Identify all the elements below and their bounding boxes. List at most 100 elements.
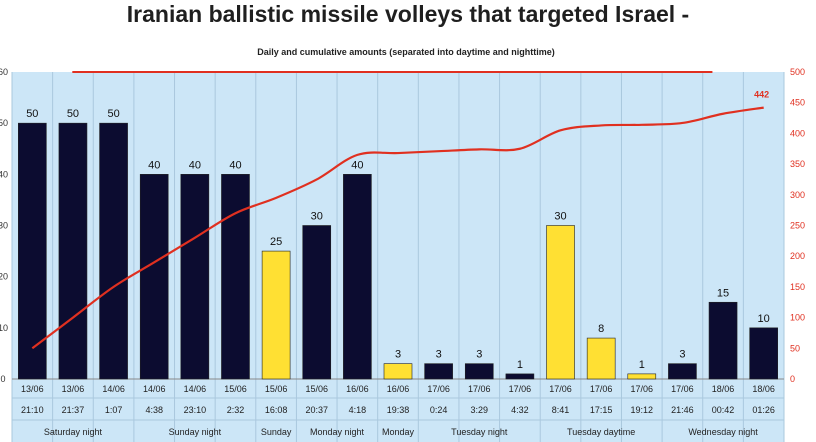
x-time-label: 8:41 <box>552 405 570 415</box>
bar <box>261 250 291 380</box>
y2-tick-label: 0 <box>790 374 795 384</box>
x-date-label: 16/06 <box>387 384 410 394</box>
x-date-label: 15/06 <box>265 384 288 394</box>
x-time-label: 4:32 <box>511 405 529 415</box>
x-date-label: 15/06 <box>224 384 247 394</box>
x-date-label: 17/06 <box>427 384 450 394</box>
bar <box>18 122 47 380</box>
x-time-label: 23:10 <box>184 405 207 415</box>
x-date-label: 13/06 <box>62 384 85 394</box>
bar-value-label: 40 <box>351 159 363 171</box>
x-time-label: 1:07 <box>105 405 123 415</box>
x-date-label: 17/06 <box>590 384 613 394</box>
x-time-label: 19:38 <box>387 405 410 415</box>
bar <box>627 373 657 380</box>
group-label: Tuesday night <box>451 427 508 437</box>
x-time-label: 3:29 <box>470 405 488 415</box>
y2-tick-label: 250 <box>790 221 805 231</box>
bar-value-label: 3 <box>476 349 482 361</box>
bar <box>139 174 169 380</box>
y2-tick-label: 100 <box>790 313 805 323</box>
bar-value-label: 40 <box>148 159 160 171</box>
group-label: Wednesday night <box>688 427 758 437</box>
bar <box>302 225 332 380</box>
y-tick-label: 10 <box>0 323 8 333</box>
bar <box>343 174 372 380</box>
group-label: Saturday night <box>44 427 103 437</box>
x-time-label: 21:37 <box>62 405 85 415</box>
x-time-label: 21:10 <box>21 405 44 415</box>
bars-layer <box>18 122 778 380</box>
y2-tick-label: 400 <box>790 128 805 138</box>
y-tick-label: 40 <box>0 169 8 179</box>
y-tick-label: 0 <box>0 374 5 384</box>
y-tick-label: 60 <box>0 67 8 77</box>
y2-tick-label: 500 <box>790 67 805 77</box>
group-label: Monday night <box>310 427 365 437</box>
bar-value-label: 30 <box>554 211 566 223</box>
bar-value-label: 25 <box>270 236 282 248</box>
bar-value-label: 50 <box>107 108 119 120</box>
y2-tick-label: 300 <box>790 190 805 200</box>
cumulative-line-layer <box>31 106 764 350</box>
x-time-label: 00:42 <box>712 405 735 415</box>
x-date-label: 14/06 <box>143 384 166 394</box>
x-date-label: 18/06 <box>752 384 775 394</box>
x-time-label: 01:26 <box>752 405 775 415</box>
bar <box>708 301 738 380</box>
bar <box>668 363 697 380</box>
bar-value-label: 3 <box>436 349 442 361</box>
bar-value-label: 10 <box>758 313 770 325</box>
x-date-label: 17/06 <box>631 384 654 394</box>
bar-value-label: 3 <box>679 349 685 361</box>
y2-tick-label: 150 <box>790 282 805 292</box>
x-time-label: 20:37 <box>305 405 328 415</box>
y2-tick-label: 450 <box>790 98 805 108</box>
bar-value-label: 3 <box>395 349 401 361</box>
x-time-label: 19:12 <box>631 405 654 415</box>
x-date-label: 13/06 <box>21 384 44 394</box>
bar-value-label: 50 <box>26 108 38 120</box>
y-tick-label: 50 <box>0 118 8 128</box>
bar-value-label: 40 <box>189 159 201 171</box>
x-time-label: 0:24 <box>430 405 448 415</box>
group-label: Tuesday daytime <box>567 427 635 437</box>
bar <box>180 174 210 380</box>
bar <box>99 122 128 380</box>
bar-value-label: 40 <box>229 159 241 171</box>
y2-tick-label: 200 <box>790 251 805 261</box>
x-date-label: 14/06 <box>184 384 207 394</box>
bar-value-label: 30 <box>311 211 323 223</box>
x-time-label: 21:46 <box>671 405 694 415</box>
x-date-label: 17/06 <box>549 384 572 394</box>
cumulative-line <box>31 106 764 350</box>
bar-value-label: 15 <box>717 287 729 299</box>
bar <box>424 363 453 380</box>
bar-value-label: 1 <box>517 359 523 371</box>
bar <box>464 363 494 380</box>
y-tick-label: 20 <box>0 272 8 282</box>
x-date-label: 17/06 <box>671 384 694 394</box>
group-label: Sunday night <box>169 427 222 437</box>
bar-value-label: 50 <box>67 108 79 120</box>
bar <box>749 327 778 380</box>
axis-layer: 0102030405060050100150200250300350400450… <box>0 67 805 437</box>
bar <box>546 225 575 380</box>
chart-subtitle: Daily and cumulative amounts (separated … <box>257 47 555 57</box>
bar <box>58 122 88 380</box>
x-date-label: 14/06 <box>102 384 125 394</box>
bar-value-label: 8 <box>598 323 604 335</box>
bar-value-label: 1 <box>639 359 645 371</box>
x-date-label: 18/06 <box>712 384 735 394</box>
bar <box>221 174 250 380</box>
x-date-label: 17/06 <box>468 384 491 394</box>
y2-tick-label: 50 <box>790 343 800 353</box>
labels-layer: 50 50 50 40 40 40 25 30 40 3 3 3 1 30 8 1 3 15 10 442 <box>26 90 770 371</box>
x-time-label: 4:38 <box>145 405 163 415</box>
bar <box>505 373 535 380</box>
y2-tick-label: 350 <box>790 159 805 169</box>
x-date-label: 16/06 <box>346 384 369 394</box>
group-label: Sunday <box>261 427 292 437</box>
